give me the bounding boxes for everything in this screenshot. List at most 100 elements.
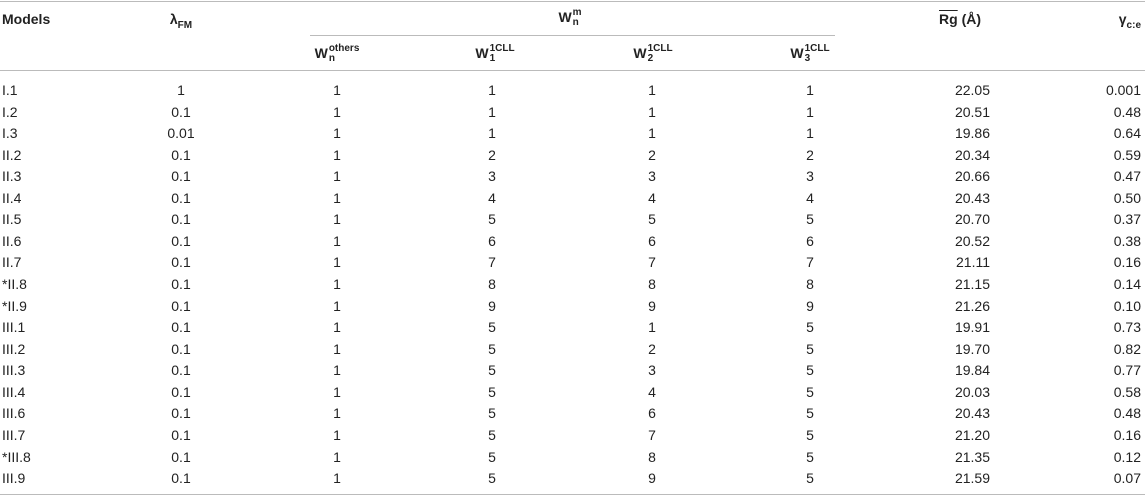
subscript: 1 — [489, 53, 496, 65]
table-cell: 0.1 — [171, 470, 191, 487]
table-cell: 1 — [333, 189, 341, 206]
table-cell: 7 — [806, 254, 814, 271]
table-cell: 0.1 — [171, 362, 191, 379]
symbol: γ — [1118, 11, 1127, 27]
table-cell: 3 — [648, 168, 656, 185]
table-cell: 1 — [806, 103, 814, 120]
model-name: III.9 — [2, 470, 26, 487]
table-cell: 3 — [806, 168, 814, 185]
table-cell: 0.12 — [1113, 448, 1141, 465]
table-cell: 20.34 — [954, 146, 990, 163]
model-name: III.2 — [2, 340, 26, 357]
table-cell: 21.11 — [956, 254, 990, 271]
table-cell: 9 — [806, 297, 814, 314]
table-cell: 2 — [488, 146, 496, 163]
table-cell: 0.10 — [1113, 297, 1141, 314]
table-cell: 1 — [333, 340, 341, 357]
table-cell: 5 — [806, 362, 814, 379]
table-cell: 5 — [806, 405, 814, 422]
header-rule — [0, 70, 1145, 71]
table-cell: 4 — [648, 189, 656, 206]
table-cell: 21.59 — [954, 470, 990, 487]
table-cell: 4 — [806, 189, 814, 206]
table-cell: 3 — [648, 362, 656, 379]
table-cell: 1 — [333, 297, 341, 314]
table-cell: 1 — [333, 426, 341, 443]
model-name: II.5 — [2, 211, 22, 228]
table-cell: 0.1 — [171, 297, 191, 314]
table-cell: 9 — [488, 297, 496, 314]
bottom-rule — [0, 494, 1145, 495]
table-cell: 0.50 — [1113, 189, 1141, 206]
table-cell: 0.16 — [1113, 426, 1141, 443]
table-cell: 1 — [488, 103, 496, 120]
table-cell: 20.03 — [954, 383, 990, 400]
table-cell: 0.1 — [171, 211, 191, 228]
subscript: FM — [177, 20, 193, 31]
table-cell: 19.84 — [954, 362, 990, 379]
model-name: III.6 — [2, 405, 26, 422]
table-cell: 0.38 — [1113, 232, 1141, 249]
table-cell: 7 — [648, 426, 656, 443]
subscript: n — [328, 53, 335, 65]
model-name: III.3 — [2, 362, 26, 379]
header-gamma: γc:e — [1119, 10, 1141, 31]
rg-symbol: Rg — [939, 11, 958, 27]
table-cell: 6 — [648, 232, 656, 249]
table-cell: 0.14 — [1113, 276, 1141, 293]
table-cell: 8 — [648, 276, 656, 293]
table-cell: 0.1 — [171, 232, 191, 249]
symbol: W — [558, 9, 572, 25]
model-name: I.2 — [2, 103, 18, 120]
table-cell: 0.37 — [1113, 211, 1141, 228]
table-cell: 5 — [806, 426, 814, 443]
table-cell: 0.48 — [1113, 103, 1141, 120]
superscript: 1CLL — [804, 43, 830, 55]
table-cell: 20.66 — [954, 168, 990, 185]
table-cell: 1 — [333, 82, 341, 98]
table-cell: 8 — [488, 276, 496, 293]
table-cell: 20.70 — [954, 211, 990, 228]
table-cell: 1 — [333, 232, 341, 249]
table-cell: 1 — [333, 146, 341, 163]
sub-sup: others n — [329, 44, 360, 64]
table-cell: 9 — [648, 297, 656, 314]
model-name: II.2 — [2, 146, 22, 163]
table-cell: 0.1 — [171, 319, 191, 336]
table-cell: 5 — [488, 405, 496, 422]
table-cell: 9 — [648, 470, 656, 487]
symbol: W — [314, 45, 328, 61]
table-cell: 5 — [488, 362, 496, 379]
table-cell: 1 — [333, 276, 341, 293]
table-cell: 6 — [648, 405, 656, 422]
table-cell: 8 — [806, 276, 814, 293]
table-cell: 1 — [333, 448, 341, 465]
table-cell: 1 — [333, 168, 341, 185]
superscript: 1CLL — [647, 43, 673, 55]
table-cell: 20.51 — [954, 103, 990, 120]
table-cell: 0.82 — [1113, 340, 1141, 357]
model-name: III.7 — [2, 426, 26, 443]
symbol: λ — [169, 11, 178, 27]
subscript: c:e — [1126, 20, 1141, 31]
sub-sup: 1CLL 3 — [805, 44, 830, 64]
table-cell: 5 — [488, 426, 496, 443]
table-cell: 21.35 — [954, 448, 990, 465]
table-cell: 5 — [488, 470, 496, 487]
superscript: 1CLL — [489, 43, 515, 55]
table-cell: 1 — [333, 362, 341, 379]
model-name: *II.9 — [2, 297, 27, 314]
table-cell: 21.26 — [954, 297, 990, 314]
header-models: Models — [2, 11, 51, 27]
subscript: 3 — [804, 53, 811, 65]
table-cell: 1 — [806, 82, 814, 98]
model-name: III.4 — [2, 383, 26, 400]
table-cell: 19.70 — [954, 340, 990, 357]
table-cell: 1 — [333, 254, 341, 271]
table-cell: 8 — [648, 448, 656, 465]
table-cell: 3 — [488, 168, 496, 185]
table-cell: 6 — [806, 232, 814, 249]
table-cell: 0.1 — [171, 383, 191, 400]
model-name: I.1 — [2, 82, 18, 98]
